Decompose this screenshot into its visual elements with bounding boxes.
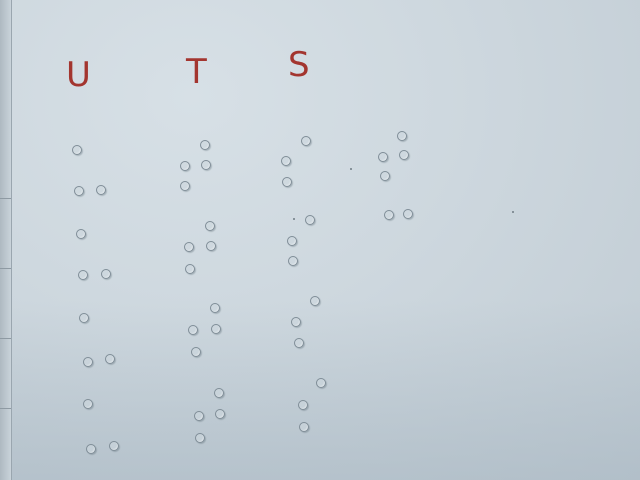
braille-dot xyxy=(210,303,220,313)
braille-dot xyxy=(74,186,84,196)
binder-tick xyxy=(0,198,11,199)
braille-dot xyxy=(298,400,308,410)
braille-dot xyxy=(214,388,224,398)
braille-dot xyxy=(96,185,106,195)
braille-dot xyxy=(294,338,304,348)
braille-dot xyxy=(399,150,409,160)
braille-dot xyxy=(83,399,93,409)
braille-dot xyxy=(291,317,301,327)
braille-dot xyxy=(180,161,190,171)
binder-tick xyxy=(0,268,11,269)
paper-speck xyxy=(350,168,352,170)
braille-dot xyxy=(109,441,119,451)
braille-dot xyxy=(200,140,210,150)
paper-speck xyxy=(293,218,295,220)
braille-dot xyxy=(205,221,215,231)
braille-dot xyxy=(215,409,225,419)
braille-dot xyxy=(184,242,194,252)
braille-dot xyxy=(194,411,204,421)
braille-dot xyxy=(79,313,89,323)
braille-dot xyxy=(288,256,298,266)
braille-dot xyxy=(403,209,413,219)
letter-s-label: S xyxy=(288,45,310,85)
braille-dot xyxy=(86,444,96,454)
braille-dot xyxy=(281,156,291,166)
braille-dot xyxy=(301,136,311,146)
braille-dot xyxy=(397,131,407,141)
paper-shadow xyxy=(0,300,640,480)
braille-dot xyxy=(191,347,201,357)
braille-dot xyxy=(180,181,190,191)
braille-dot xyxy=(188,325,198,335)
braille-dot xyxy=(76,229,86,239)
braille-dot xyxy=(195,433,205,443)
braille-dot xyxy=(185,264,195,274)
braille-dot xyxy=(310,296,320,306)
letter-u-label: U xyxy=(66,55,91,95)
braille-dot xyxy=(378,152,388,162)
paper-speck xyxy=(512,211,514,213)
braille-dot xyxy=(305,215,315,225)
braille-dot xyxy=(83,357,93,367)
braille-dot xyxy=(299,422,309,432)
braille-dot xyxy=(206,241,216,251)
letter-t-label: T xyxy=(186,52,207,92)
braille-dot xyxy=(211,324,221,334)
braille-dot xyxy=(101,269,111,279)
binder-tick xyxy=(0,338,11,339)
braille-dot xyxy=(105,354,115,364)
braille-dot xyxy=(201,160,211,170)
binder-tick xyxy=(0,408,11,409)
braille-dot xyxy=(78,270,88,280)
braille-dot xyxy=(380,171,390,181)
binder-edge xyxy=(0,0,12,480)
braille-dot xyxy=(384,210,394,220)
braille-dot xyxy=(287,236,297,246)
braille-dot xyxy=(316,378,326,388)
braille-dot xyxy=(72,145,82,155)
braille-dot xyxy=(282,177,292,187)
